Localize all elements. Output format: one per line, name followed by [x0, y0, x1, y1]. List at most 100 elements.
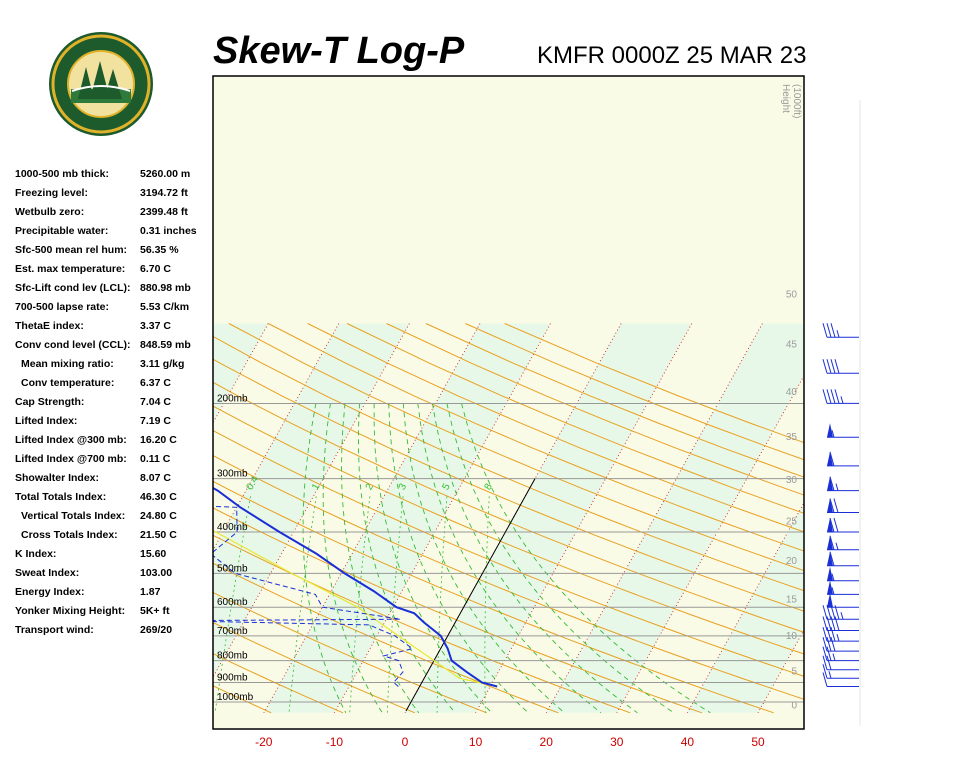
index-value: 15.60 [140, 548, 167, 560]
index-label: Cross Totals Index: [21, 529, 118, 541]
index-label: Total Totals Index: [15, 491, 107, 503]
index-value: 880.98 mb [140, 282, 191, 294]
wind-barb-flag [826, 359, 832, 374]
index-value: 16.20 C [140, 434, 177, 446]
wind-barb-flag [829, 498, 835, 513]
index-value: 5.53 C/km [140, 301, 190, 313]
index-label: Showalter Index: [15, 472, 100, 484]
index-label: ThetaE index: [15, 320, 84, 332]
height-tick-label: 40 [786, 387, 798, 398]
wind-barb-flag [822, 323, 828, 338]
index-value: 0.31 inches [140, 225, 197, 237]
wind-barb [822, 655, 859, 671]
wind-barb-flag [834, 359, 840, 374]
index-value: 5260.00 m [140, 168, 191, 180]
dry-adiabat-line [0, 324, 128, 713]
wind-barb-flag [829, 476, 835, 491]
mixing-ratio-label: 5 [440, 481, 453, 492]
wind-barb-flag [822, 389, 828, 404]
plot-frame [212, 75, 805, 730]
wind-barb-half-flag [831, 587, 835, 595]
wind-barb-pennant [827, 535, 833, 550]
wind-barb [827, 566, 859, 582]
isotherm-line [213, 323, 269, 424]
wind-barb-flag [829, 551, 835, 566]
dry-adiabat-line [0, 324, 56, 713]
pressure-label: 200mb [217, 393, 248, 404]
wind-barb [827, 593, 859, 608]
height-axis-unit: (1000ft) [791, 84, 802, 118]
wind-barb-half-flag [836, 330, 840, 338]
background-bands [213, 76, 960, 729]
band-green [829, 324, 960, 713]
index-row: 700-500 lapse rate: 5.53 C/km [15, 301, 210, 320]
dry-adiabat-line [307, 323, 804, 533]
pressure-label: 900mb [217, 672, 248, 683]
pressure-label: 500mb [217, 563, 248, 574]
index-value: 269/20 [140, 624, 173, 636]
wind-barb [822, 636, 859, 652]
index-row: Lifted Index @700 mb: 0.11 C [15, 453, 210, 472]
index-value: 5K+ ft [140, 605, 170, 617]
index-label: Yonker Mixing Height: [15, 605, 126, 617]
index-value: 103.00 [140, 567, 173, 579]
wind-barb-half-flag [828, 671, 832, 679]
wind-barb-pennant [827, 593, 833, 608]
index-label: Vertical Totals Index: [21, 510, 126, 522]
dry-adiabat-line [213, 358, 804, 612]
dry-adiabat-line [213, 335, 804, 592]
index-label: Cap Strength: [15, 396, 85, 408]
temperature-trace [213, 486, 498, 688]
index-row: Cap Strength: 7.04 C [15, 396, 210, 415]
temperature-tick-label: 20 [540, 735, 554, 749]
wind-barb-half-flag [832, 653, 836, 661]
dry-adiabat-line [386, 323, 804, 496]
wind-barb-flag [829, 451, 835, 467]
index-label: Freezing level: [15, 187, 88, 199]
mixing-ratio-label: 1 [310, 481, 323, 492]
wind-barb-flag [829, 517, 835, 533]
temperature-tick-label: 30 [610, 735, 624, 749]
wind-barb-flag [822, 646, 828, 661]
dry-adiabat-line [228, 323, 804, 572]
pressure-label: 1000mb [217, 692, 254, 703]
wind-barb [822, 664, 859, 679]
indices-panel: 1000-500 mb thick: 5260.00 m Freezing leve… [15, 168, 210, 643]
moist-adiabat-line [446, 403, 675, 714]
mixing-ratio-label: 8 [483, 481, 496, 492]
wind-barb-flag [822, 655, 828, 670]
index-row: K Index: 15.60 [15, 548, 210, 567]
wind-barb [827, 498, 859, 513]
index-row: Lifted Index: 7.19 C [15, 415, 210, 434]
wind-barb [827, 476, 859, 492]
pressure-label: 300mb [217, 469, 248, 480]
wind-barb-flag [822, 664, 828, 679]
index-label: Sweat Index: [15, 567, 80, 579]
dry-adiabat-line [213, 455, 804, 700]
wind-barb-flag [830, 323, 836, 338]
index-value: 6.37 C [140, 377, 171, 389]
wind-barb [827, 535, 859, 551]
wind-barbs [822, 100, 861, 726]
index-label: Sfc-500 mean rel hum: [15, 244, 128, 256]
wind-barb-half-flag [836, 633, 840, 642]
wind-barb-flag [826, 389, 832, 404]
temperature-tick-label: 50 [751, 735, 765, 749]
wind-barb-flag [822, 359, 828, 374]
band-green [263, 323, 551, 713]
wind-barb-half-flag [831, 573, 835, 581]
index-value: 21.50 C [140, 529, 177, 541]
index-row: Showalter Index: 8.07 C [15, 472, 210, 491]
mixing-ratio-line [214, 496, 251, 713]
dry-adiabat-line [213, 381, 804, 633]
index-value: 3194.72 ft [140, 187, 188, 199]
dry-adiabat-line [213, 534, 631, 714]
wind-barb [827, 551, 859, 567]
pressure-label: 600mb [217, 597, 248, 608]
height-tick-label: 45 [786, 340, 798, 351]
height-tick-label: 20 [786, 556, 798, 567]
moist-adiabat-line [402, 403, 565, 714]
wind-barb-flag [822, 636, 828, 652]
isotherm-line [0, 324, 127, 713]
